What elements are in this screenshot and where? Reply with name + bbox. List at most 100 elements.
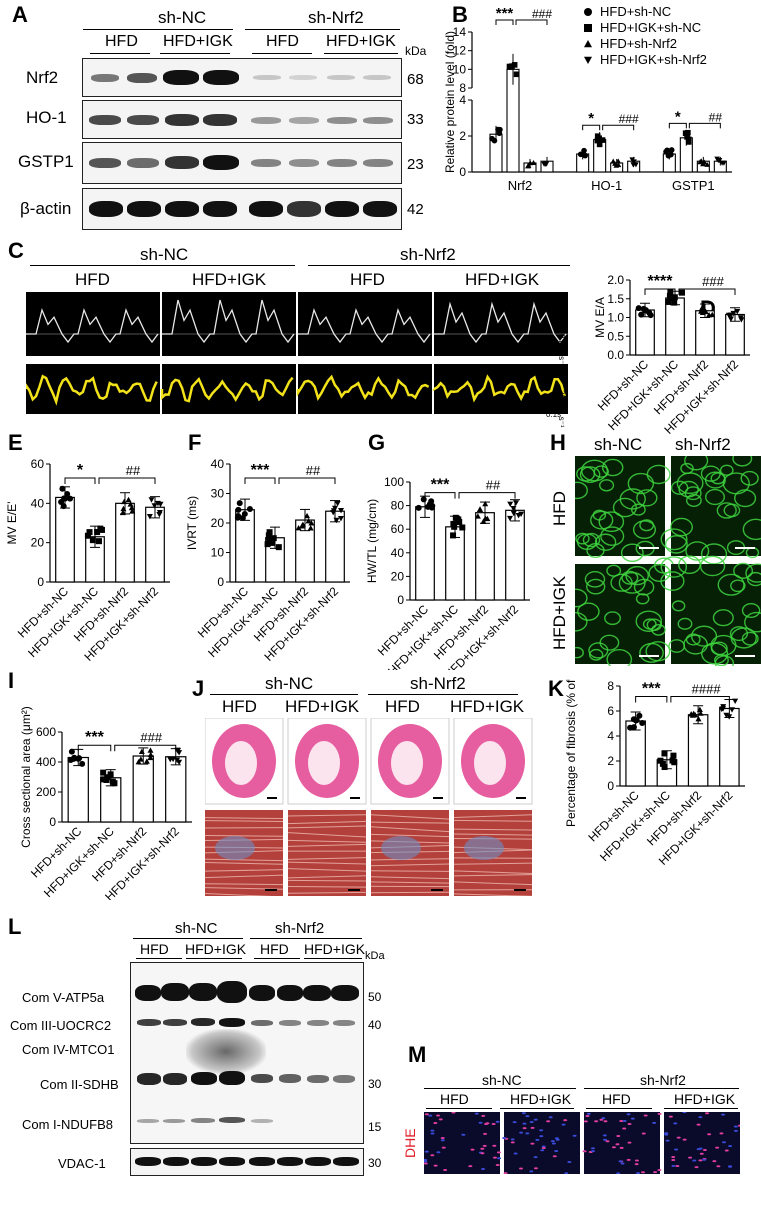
nucleus	[485, 1122, 490, 1125]
echo-tissue-waveform	[26, 374, 158, 406]
nucleus	[636, 1172, 641, 1174]
panel-label-l: L	[8, 914, 22, 939]
ventricle-lumen	[308, 741, 340, 785]
x-tick-label: Nrf2	[508, 178, 533, 193]
muscle-fiber	[287, 879, 367, 882]
h-row-hfd: HFD	[550, 491, 569, 526]
data-point	[633, 162, 639, 168]
nucleus	[620, 1162, 625, 1165]
group-sh-nc: sh-NC	[482, 1072, 522, 1088]
nucleus	[548, 1116, 553, 1119]
data-point	[596, 141, 603, 148]
data-point	[86, 529, 93, 536]
nucleus	[451, 1112, 456, 1114]
blot-l-row-label: Com II-SDHB	[40, 1077, 119, 1092]
nucleus	[521, 1112, 526, 1115]
y-tick-label: 10	[453, 62, 467, 76]
data-point	[128, 504, 135, 511]
y-axis-label: HW/TL (mg/cm)	[365, 499, 379, 583]
nucleus	[561, 1123, 566, 1126]
nucleus	[643, 1114, 648, 1117]
data-point	[700, 161, 706, 167]
data-point	[76, 755, 83, 762]
panel-label-g: G	[368, 430, 386, 455]
nucleus	[428, 1114, 433, 1117]
nucleus	[733, 1129, 738, 1132]
muscle-fiber	[453, 819, 533, 822]
legend-entry: HFD+sh-NC	[600, 4, 671, 19]
data-point	[661, 750, 668, 757]
data-point	[627, 724, 634, 731]
data-point	[714, 156, 720, 162]
nucleus	[482, 1144, 487, 1147]
cell-membrane	[705, 488, 725, 506]
sig-hash: ##	[709, 110, 723, 124]
data-point	[138, 748, 145, 754]
nucleus	[675, 1164, 680, 1167]
cell-membrane	[606, 564, 622, 577]
sig-star: *	[588, 110, 594, 127]
nucleus	[492, 1156, 497, 1159]
nucleus	[529, 1120, 534, 1123]
blot-l-row-label: Com III-UOCRC2	[10, 1018, 112, 1033]
data-point	[636, 712, 643, 719]
bar	[132, 755, 154, 823]
cond-hfd: HFD	[350, 270, 385, 289]
nucleus	[539, 1135, 544, 1138]
nucleus	[583, 1120, 588, 1123]
nucleus	[552, 1155, 557, 1158]
blot-a-row-label: β-actin	[20, 199, 72, 218]
cell-membrane	[621, 570, 639, 585]
nucleus	[737, 1124, 740, 1127]
data-point	[631, 159, 637, 165]
nucleus	[622, 1119, 627, 1122]
data-point	[119, 509, 126, 516]
data-point	[727, 316, 734, 322]
data-point	[295, 525, 302, 531]
nucleus	[554, 1137, 559, 1140]
data-point	[666, 292, 673, 299]
data-point	[420, 496, 427, 503]
cell-membrane	[685, 541, 710, 561]
sig-bracket	[688, 122, 721, 129]
data-point	[491, 137, 498, 144]
bar	[165, 756, 187, 823]
y-tick-label: 0	[37, 575, 44, 589]
sig-bracket	[582, 124, 601, 131]
cell-membrane	[741, 631, 759, 646]
cond-hfd: HFD	[140, 941, 169, 957]
y-tick-label: 4	[607, 729, 614, 743]
blot-a-gstp1	[82, 142, 402, 184]
nucleus	[671, 1156, 676, 1159]
sig-bracket	[77, 744, 112, 752]
muscle-fiber	[287, 839, 367, 843]
y-tick-label: 1.5	[607, 292, 624, 306]
data-point	[640, 305, 647, 312]
cell-membrane	[575, 646, 584, 659]
blot-l-row-label: Com V-ATP5a	[22, 990, 105, 1005]
nucleus	[512, 1121, 517, 1124]
muscle-fiber	[453, 814, 533, 819]
nucleus	[474, 1112, 479, 1115]
data-point	[657, 757, 664, 764]
cond-hfd-1: HFD	[105, 33, 138, 50]
bar	[719, 707, 740, 787]
y-axis-label: Cross sectional area (μm²)	[19, 706, 33, 848]
data-point	[697, 710, 704, 716]
cell-membrane	[618, 571, 646, 594]
cell-membrane	[606, 648, 633, 666]
data-point	[275, 544, 282, 551]
data-point	[584, 8, 592, 16]
nucleus	[616, 1134, 621, 1137]
y-tick-label: 30	[211, 487, 225, 501]
y-tick-label: 400	[36, 755, 56, 769]
legend-entry: HFD+sh-Nrf2	[600, 36, 677, 51]
nucleus	[682, 1112, 687, 1114]
bar	[415, 506, 435, 601]
muscle-fiber	[287, 868, 367, 872]
data-point	[496, 130, 503, 137]
group-sh-nc: sh-NC	[158, 8, 207, 27]
data-point	[671, 299, 678, 306]
cell-membrane	[604, 611, 621, 626]
data-point	[507, 64, 513, 70]
